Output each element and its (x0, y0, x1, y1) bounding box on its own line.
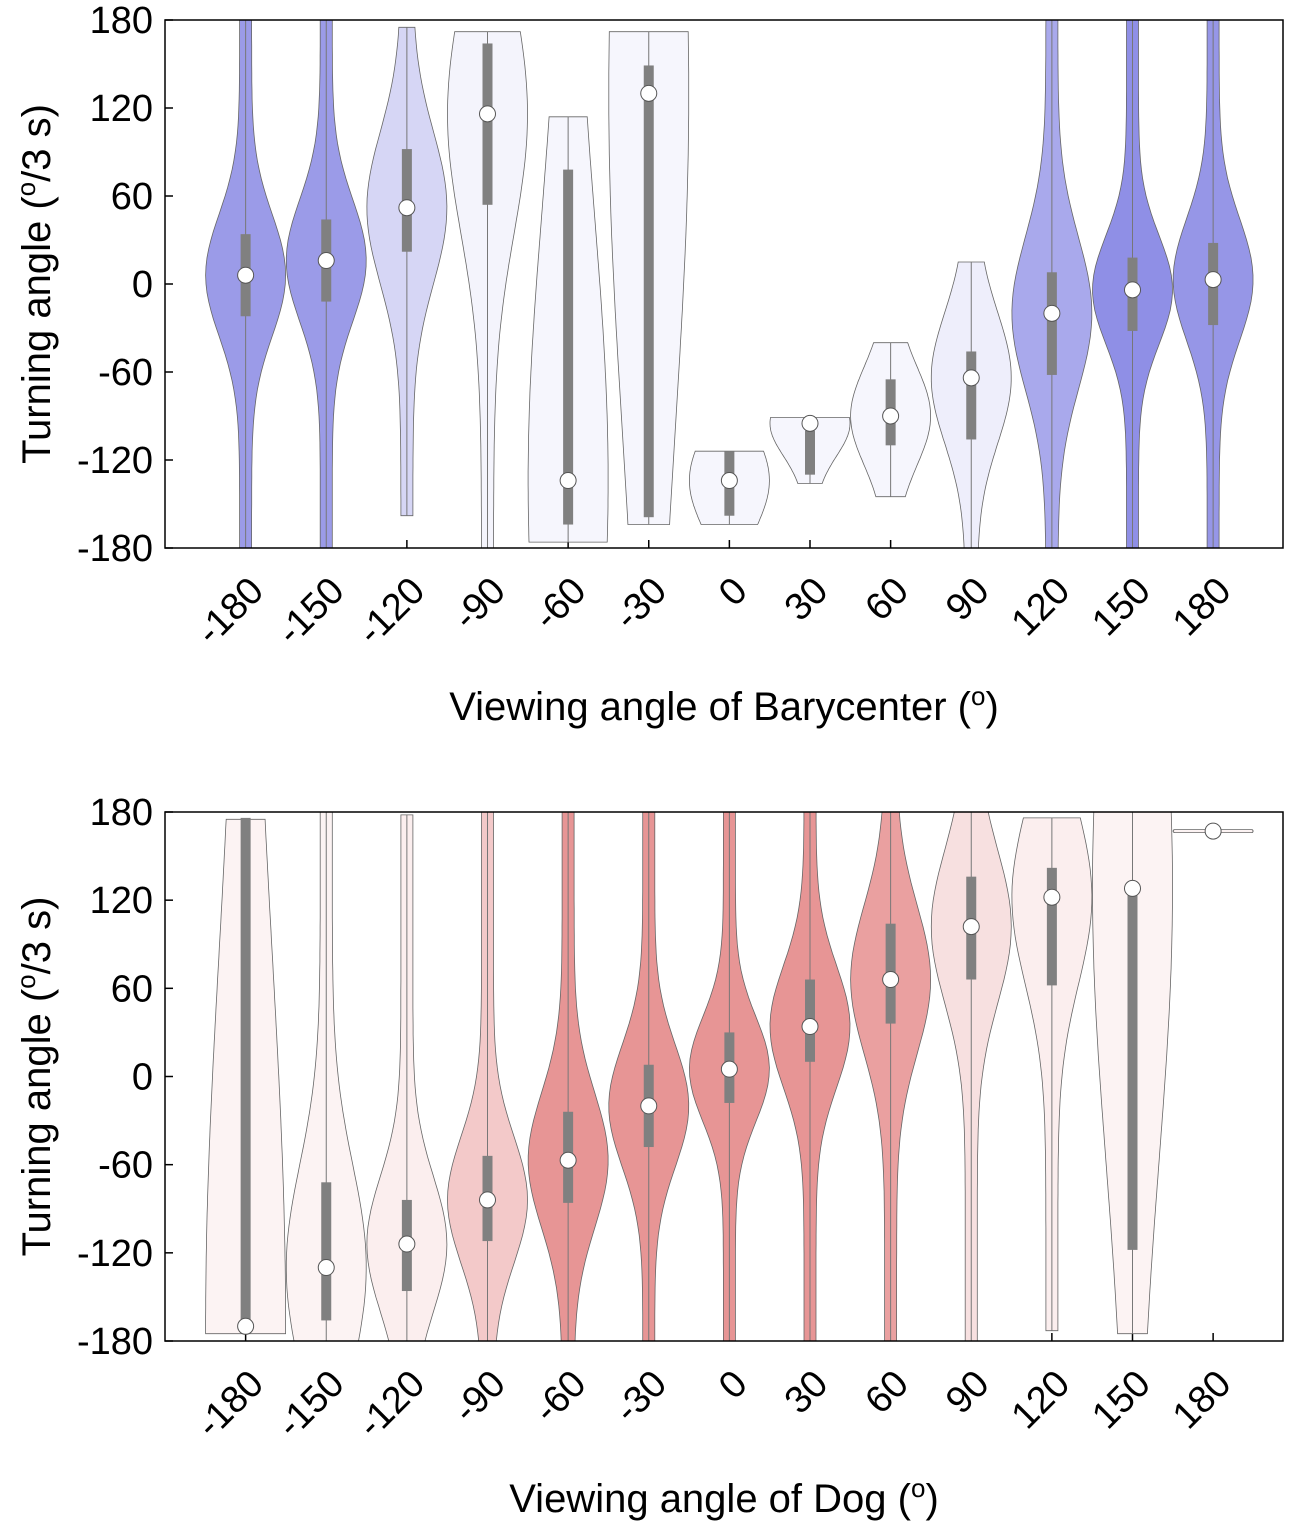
y-tick-label: 0 (132, 264, 153, 306)
y-axis-title-part: Turning angle ( (15, 988, 59, 1256)
y-tick-label: -120 (77, 1233, 153, 1275)
x-tick-label: 30 (777, 1363, 837, 1423)
y-axis-title-part: /3 s) (15, 897, 59, 975)
y-tick-label: -180 (77, 528, 153, 570)
median (801, 414, 819, 432)
x-tick-label: -30 (607, 570, 676, 639)
y-tick-label: 60 (111, 176, 153, 218)
x-axis-title-part: ) (985, 685, 998, 729)
x-tick-label: 180 (1165, 570, 1240, 645)
x-axis-title: Viewing angle of Dog (o) (509, 1473, 939, 1521)
median (1043, 888, 1061, 906)
y-tick-label: 180 (90, 792, 153, 834)
median (237, 1317, 255, 1335)
iqr-box (321, 1182, 332, 1321)
x-tick-label: -180 (189, 1363, 272, 1446)
x-tick-label: -30 (607, 1363, 676, 1432)
iqr-box (1127, 882, 1138, 1250)
median (720, 1060, 738, 1078)
x-tick-label: -150 (269, 1363, 352, 1446)
x-tick-label: 150 (1084, 570, 1159, 645)
x-axis-title-part: o (971, 681, 985, 711)
x-tick-label: -60 (526, 1363, 595, 1432)
median (559, 1151, 577, 1169)
y-axis-title-part: Turning angle ( (15, 196, 59, 464)
iqr-box (1046, 272, 1057, 375)
iqr-box (1046, 867, 1057, 986)
x-tick-label: -90 (445, 570, 514, 639)
median (720, 472, 738, 490)
y-tick-label: 120 (90, 880, 153, 922)
x-tick-label: -150 (269, 570, 352, 653)
y-tick-label: -180 (77, 1321, 153, 1363)
y-tick-label: 120 (90, 88, 153, 130)
x-tick-label: 60 (857, 570, 917, 630)
x-tick-label: -90 (445, 1363, 514, 1432)
median (882, 971, 900, 989)
median (559, 472, 577, 490)
median (317, 252, 335, 270)
median (882, 407, 900, 425)
median (237, 266, 255, 284)
y-axis-title: Turning angle (o/3 s) (11, 104, 59, 464)
y-tick-label: 0 (132, 1057, 153, 1099)
x-tick-label: 120 (1004, 1363, 1079, 1438)
y-axis-title: Turning angle (o/3 s) (11, 897, 59, 1257)
x-tick-label: -120 (350, 1363, 433, 1446)
x-axis-title: Viewing angle of Barycenter (o) (449, 681, 999, 729)
y-tick-label: -60 (98, 352, 153, 394)
iqr-box (482, 43, 493, 205)
plot-frame (164, 811, 1284, 1342)
median (962, 369, 980, 387)
x-tick-label: -60 (526, 570, 595, 639)
y-tick-label: -120 (77, 440, 153, 482)
median (479, 105, 496, 123)
y-axis-title-part: o (11, 182, 41, 196)
y-axis-title-part: o (11, 974, 41, 988)
median (640, 84, 658, 102)
iqr-box (966, 351, 977, 440)
iqr-box (563, 169, 574, 525)
median (1124, 879, 1141, 897)
y-axis-title-part: /3 s) (15, 104, 59, 182)
median (1043, 304, 1061, 322)
x-axis-title-part: ) (925, 1477, 938, 1521)
y-tick-label: -60 (98, 1145, 153, 1187)
x-tick-label: 120 (1004, 570, 1079, 645)
x-tick-label: 0 (711, 1363, 756, 1408)
x-tick-label: 150 (1084, 1363, 1159, 1438)
x-axis-title-part: Viewing angle of Barycenter ( (449, 685, 971, 729)
median (640, 1097, 658, 1115)
median (1204, 271, 1222, 289)
x-tick-label: 60 (857, 1363, 917, 1423)
median (398, 199, 416, 217)
x-axis-title-part: Viewing angle of Dog ( (509, 1477, 911, 1521)
median (962, 918, 980, 936)
plot-frame (164, 19, 1284, 549)
x-tick-label: 180 (1165, 1363, 1240, 1438)
median (801, 1018, 819, 1036)
x-tick-label: 90 (938, 1363, 998, 1423)
y-tick-label: 60 (111, 968, 153, 1010)
median (398, 1235, 416, 1253)
x-tick-label: -120 (350, 570, 433, 653)
median (1204, 822, 1222, 840)
x-tick-label: 0 (711, 570, 756, 615)
median (1124, 281, 1141, 299)
x-tick-label: 90 (938, 570, 998, 630)
iqr-box (805, 430, 815, 475)
y-tick-label: 180 (90, 0, 153, 42)
median (479, 1191, 496, 1209)
iqr-box (240, 817, 251, 1321)
x-tick-label: -180 (189, 570, 272, 653)
median (317, 1259, 335, 1277)
iqr-box (643, 65, 654, 518)
x-tick-label: 30 (777, 570, 837, 630)
x-axis-title-part: o (911, 1473, 925, 1503)
